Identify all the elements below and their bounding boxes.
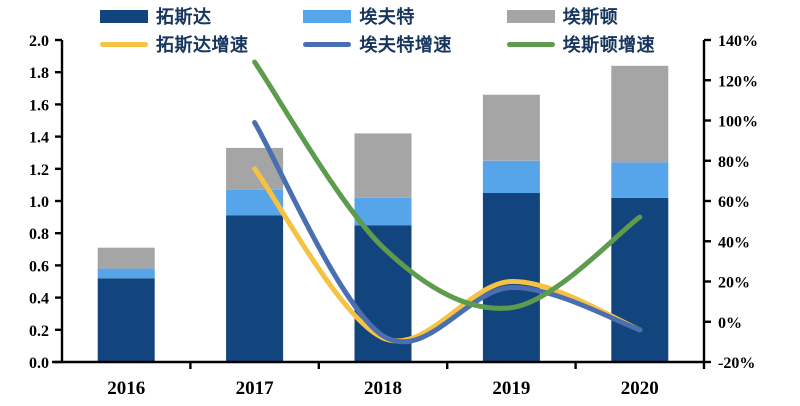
chart-legend: 拓斯达 埃夫特 埃斯顿 拓斯达增速 埃夫特增速 埃斯顿增速 <box>100 2 710 58</box>
bar-segment[interactable] <box>97 268 155 279</box>
y-tick-label-left: 2.0 <box>29 33 49 50</box>
y-tick-label-right: 40% <box>718 234 750 251</box>
bars-layer <box>97 65 669 363</box>
lines-layer <box>252 59 643 345</box>
legend-item-tuosida-growth-line[interactable]: 拓斯达增速 <box>100 31 303 57</box>
legend-item-aisidun-growth-line[interactable]: 埃斯顿增速 <box>506 31 710 57</box>
y-tick-label-left: 0.2 <box>29 323 49 340</box>
data-line[interactable] <box>252 59 643 311</box>
y-tick-label-right: 0% <box>718 315 742 332</box>
x-category-label: 2018 <box>364 378 402 399</box>
legend-item-aifute-bar[interactable]: 埃夫特 <box>303 3 506 29</box>
legend-item-tuosida-bar[interactable]: 拓斯达 <box>100 3 303 29</box>
axes-layer <box>52 38 711 369</box>
legend-label: 埃斯顿 <box>562 7 619 28</box>
legend-item-aifute-growth-line[interactable]: 埃夫特增速 <box>303 31 506 57</box>
y-tick-label-left: 0.0 <box>29 355 49 372</box>
bar-segment[interactable] <box>482 94 540 161</box>
bar-segment[interactable] <box>482 192 540 362</box>
y-tick-label-right: 80% <box>718 154 750 171</box>
legend-label: 拓斯达增速 <box>156 35 249 56</box>
y-tick-label-left: 1.0 <box>29 194 49 211</box>
data-line[interactable] <box>252 166 643 344</box>
bar-segment[interactable] <box>97 247 155 269</box>
legend-line-icon <box>303 41 352 47</box>
y-tick-label-right: 60% <box>718 194 750 211</box>
y-tick-label-left: 1.6 <box>29 97 49 114</box>
y-tick-label-left: 1.2 <box>29 162 49 179</box>
y-tick-label-left: 0.8 <box>29 226 49 243</box>
y-tick-label-right: 20% <box>718 275 750 292</box>
legend-line-icon <box>100 41 148 47</box>
bar-segment[interactable] <box>482 160 540 193</box>
legend-line-icon <box>506 41 555 47</box>
y-tick-label-left: 0.4 <box>29 291 49 308</box>
legend-swatch-icon <box>100 9 148 23</box>
legend-label: 埃夫特增速 <box>359 35 452 56</box>
legend-swatch-icon <box>303 9 352 23</box>
x-category-label: 2016 <box>107 378 145 399</box>
y-tick-label-left: 1.4 <box>29 130 49 147</box>
data-line[interactable] <box>252 120 643 345</box>
bar-segment[interactable] <box>611 197 669 362</box>
legend-label: 埃夫特 <box>359 7 415 28</box>
bar-segment[interactable] <box>97 278 155 362</box>
bar-segment[interactable] <box>611 162 669 198</box>
bar-segment[interactable] <box>611 65 669 163</box>
x-category-label: 2020 <box>621 378 659 399</box>
y-tick-label-left: 1.8 <box>29 65 49 82</box>
legend-item-aisidun-bar[interactable]: 埃斯顿 <box>506 3 710 29</box>
y-tick-label-left: 0.6 <box>29 258 49 275</box>
labels-layer: 0.0 0.2 0.4 0.6 0.8 1.0 1.2 1.4 1.6 1.8 2.0 -20% 0% 2… <box>29 33 758 399</box>
legend-label: 埃斯顿增速 <box>562 35 656 56</box>
legend-swatch-icon <box>506 9 555 23</box>
y-tick-label-right: -20% <box>718 355 755 372</box>
x-category-label: 2017 <box>236 378 275 399</box>
bar-segment[interactable] <box>354 197 412 226</box>
x-category-label: 2019 <box>492 378 530 399</box>
bar-segment[interactable] <box>226 215 284 363</box>
legend-label: 拓斯达 <box>156 7 212 28</box>
bar-segment[interactable] <box>354 133 412 198</box>
y-tick-label-right: 100% <box>718 114 758 131</box>
y-tick-label-right: 140% <box>718 33 758 50</box>
y-tick-label-right: 120% <box>718 73 758 90</box>
